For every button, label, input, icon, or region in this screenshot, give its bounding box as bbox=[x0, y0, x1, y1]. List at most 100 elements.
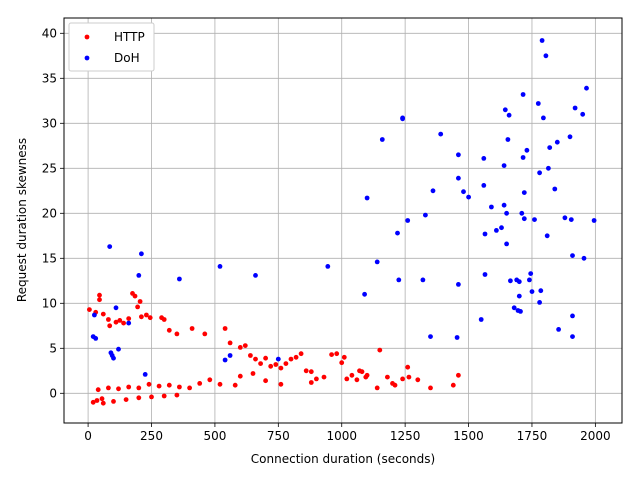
http-point bbox=[117, 318, 123, 323]
doh-point bbox=[537, 170, 542, 176]
doh-point bbox=[524, 147, 530, 153]
doh-series bbox=[90, 38, 597, 377]
http-point bbox=[405, 364, 411, 370]
http-point bbox=[349, 372, 355, 378]
http-point bbox=[97, 292, 102, 298]
doh-point bbox=[113, 305, 119, 311]
doh-point bbox=[532, 217, 537, 223]
legend-marker-http bbox=[84, 34, 90, 40]
doh-point bbox=[374, 259, 380, 265]
x-tick-label: 1500 bbox=[453, 429, 484, 443]
x-tick-label: 1000 bbox=[326, 429, 357, 443]
doh-point bbox=[364, 195, 370, 201]
http-point bbox=[329, 352, 334, 357]
http-point bbox=[385, 374, 390, 380]
y-tick-label: 30 bbox=[42, 116, 57, 130]
doh-point bbox=[541, 115, 546, 121]
doh-point bbox=[438, 131, 444, 137]
doh-point bbox=[529, 289, 535, 294]
http-point bbox=[161, 393, 167, 399]
doh-point bbox=[506, 112, 512, 118]
doh-point bbox=[501, 202, 507, 208]
doh-point bbox=[275, 356, 281, 362]
legend: HTTP DoH bbox=[68, 22, 155, 72]
http-point bbox=[428, 385, 433, 391]
doh-point bbox=[511, 305, 517, 311]
http-point bbox=[253, 356, 258, 362]
x-tick-label: 250 bbox=[140, 429, 163, 443]
doh-point bbox=[428, 334, 433, 339]
doh-point bbox=[111, 355, 116, 361]
http-point bbox=[227, 340, 233, 346]
http-point bbox=[278, 365, 284, 371]
http-point bbox=[334, 351, 340, 357]
doh-point bbox=[568, 217, 574, 223]
doh-point bbox=[177, 276, 182, 282]
doh-point bbox=[504, 241, 509, 247]
y-tick-label: 10 bbox=[42, 296, 57, 310]
http-point bbox=[100, 311, 106, 317]
http-point bbox=[202, 331, 208, 337]
http-point bbox=[308, 369, 314, 375]
x-tick-label: 1250 bbox=[390, 429, 421, 443]
http-point bbox=[147, 315, 153, 321]
http-point bbox=[100, 400, 106, 406]
doh-point bbox=[454, 335, 460, 340]
http-point bbox=[406, 374, 412, 380]
axis-ticks: 0 250 500 750 1000 1250 1500 1750 2000 0 5 10 15 20 25… bbox=[42, 26, 611, 443]
doh-point bbox=[546, 165, 551, 171]
http-point bbox=[187, 385, 193, 391]
doh-point bbox=[537, 300, 542, 305]
doh-point bbox=[519, 210, 525, 216]
http-point bbox=[111, 399, 116, 404]
y-axis-label: Request duration skewness bbox=[15, 138, 29, 302]
http-point bbox=[298, 351, 304, 357]
doh-point bbox=[456, 152, 461, 158]
doh-point bbox=[93, 336, 99, 341]
http-series bbox=[87, 291, 461, 406]
http-point bbox=[374, 385, 380, 391]
http-point bbox=[400, 376, 405, 382]
y-tick-label: 5 bbox=[49, 341, 57, 355]
http-point bbox=[456, 372, 461, 378]
doh-point bbox=[528, 271, 534, 276]
doh-point bbox=[516, 293, 522, 299]
http-point bbox=[217, 381, 223, 387]
doh-point bbox=[489, 204, 494, 210]
doh-point bbox=[430, 188, 436, 194]
doh-point bbox=[400, 115, 405, 121]
doh-point bbox=[92, 312, 97, 318]
http-point bbox=[344, 376, 350, 382]
http-point bbox=[123, 397, 129, 402]
http-point bbox=[149, 394, 154, 400]
doh-point bbox=[222, 357, 228, 363]
http-point bbox=[144, 312, 149, 318]
y-tick-label: 15 bbox=[42, 251, 57, 265]
plot-frame bbox=[63, 17, 623, 424]
doh-point bbox=[461, 189, 466, 195]
http-point bbox=[177, 384, 182, 390]
doh-point bbox=[494, 228, 499, 233]
http-point bbox=[450, 382, 456, 388]
http-point bbox=[106, 317, 111, 322]
doh-point bbox=[521, 216, 527, 222]
doh-point bbox=[518, 309, 523, 314]
http-point bbox=[166, 327, 172, 333]
doh-point bbox=[420, 277, 426, 283]
http-point bbox=[139, 314, 144, 320]
http-point bbox=[303, 368, 309, 374]
doh-point bbox=[362, 291, 367, 297]
doh-point bbox=[502, 107, 508, 113]
doh-point bbox=[136, 273, 142, 278]
doh-point bbox=[139, 251, 144, 257]
doh-point bbox=[570, 253, 575, 258]
doh-point bbox=[556, 327, 561, 332]
http-point bbox=[364, 372, 370, 378]
doh-point bbox=[572, 105, 578, 111]
http-point bbox=[415, 377, 421, 383]
http-point bbox=[113, 319, 119, 325]
y-tick-label: 25 bbox=[42, 161, 57, 175]
x-tick-label: 0 bbox=[84, 429, 92, 443]
http-point bbox=[288, 356, 294, 362]
